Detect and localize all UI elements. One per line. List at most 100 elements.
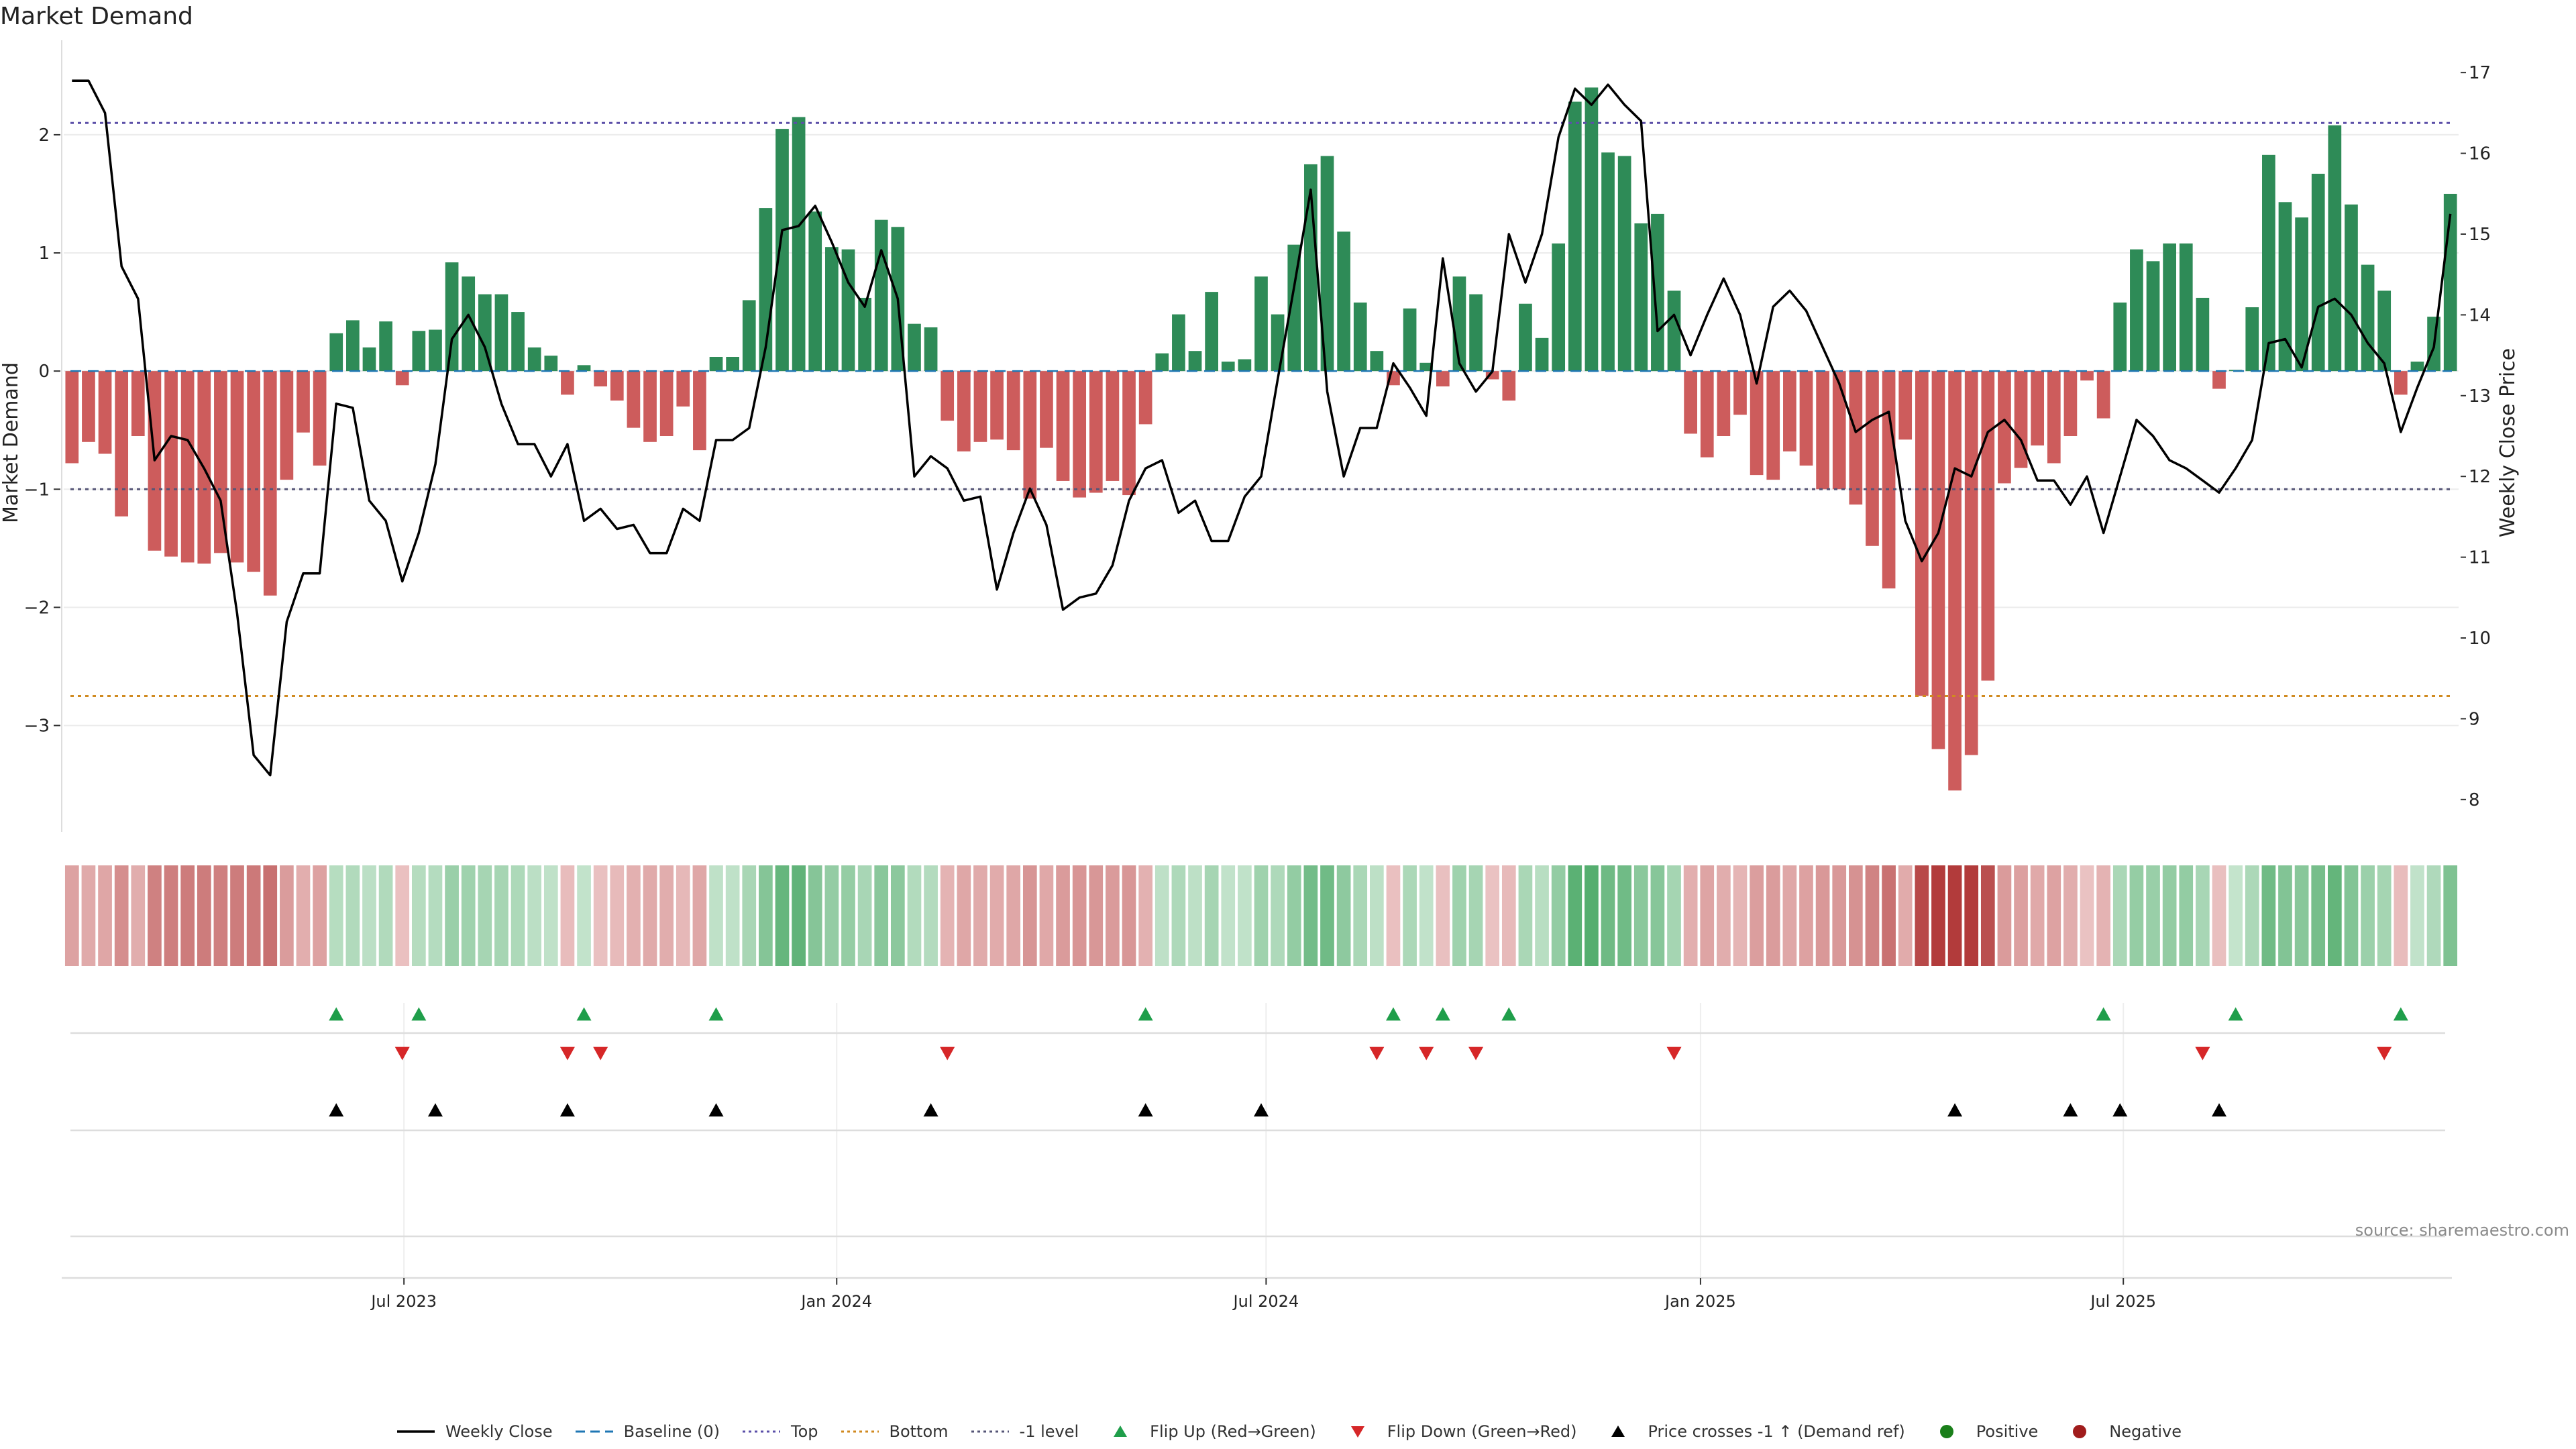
demand-bar <box>957 371 971 451</box>
demand-bar <box>478 294 492 372</box>
price-cross-marker <box>1138 1103 1153 1117</box>
triangle-down-icon <box>1350 1426 1364 1438</box>
demand-bar <box>1700 371 1714 458</box>
demand-bar <box>2311 174 2325 372</box>
demand-bar <box>395 371 409 386</box>
heat-cell <box>395 865 410 966</box>
y2-tick-label: 16 <box>2469 144 2491 164</box>
demand-bar <box>2113 302 2127 372</box>
flip-down-marker <box>2195 1046 2210 1061</box>
demand-bar <box>1238 359 1252 372</box>
y-tick-label: 2 <box>38 125 50 146</box>
demand-bar <box>2212 371 2226 389</box>
y2-tick-label: 17 <box>2469 63 2491 83</box>
heat-cell <box>1568 865 1582 966</box>
demand-bar <box>693 371 706 451</box>
demand-bar <box>1172 314 1185 372</box>
flip-up-marker <box>1385 1007 1401 1021</box>
demand-bar <box>1073 371 1087 498</box>
heat-cell <box>98 865 112 966</box>
heat-cell <box>131 865 146 966</box>
demand-bar <box>1651 213 1664 372</box>
heat-cell <box>1039 865 1054 966</box>
demand-bar <box>1998 371 2011 484</box>
heat-cell <box>1815 865 1830 966</box>
demand-bar <box>1122 371 1136 496</box>
heat-cell <box>1997 865 2012 966</box>
price-cross-marker <box>1947 1103 1963 1117</box>
demand-bar <box>659 371 674 436</box>
heat-cell <box>1089 865 1104 966</box>
demand-bar <box>2047 371 2061 464</box>
flip-up-marker <box>708 1007 724 1021</box>
demand-bar <box>2196 297 2210 372</box>
heat-cell <box>2146 865 2160 966</box>
y-tick-label: −2 <box>24 598 50 618</box>
demand-bar <box>527 347 541 372</box>
heat-cell <box>973 865 987 966</box>
demand-bar <box>180 371 195 563</box>
demand-bar <box>1502 371 1516 401</box>
demand-bar <box>775 129 789 372</box>
demand-bar <box>98 371 112 454</box>
heat-cell <box>659 865 674 966</box>
heat-cell <box>246 865 261 966</box>
heat-cell <box>2294 865 2309 966</box>
demand-bar <box>858 297 871 372</box>
demand-bar <box>1799 371 1813 466</box>
heat-cell <box>1254 865 1269 966</box>
demand-bar <box>1469 294 1483 372</box>
demand-bar <box>346 320 360 372</box>
heat-cell <box>461 865 476 966</box>
heat-cell <box>2278 865 2292 966</box>
demand-bar <box>1006 371 1020 451</box>
demand-bar <box>82 371 95 442</box>
heat-cell <box>891 865 905 966</box>
heat-cell <box>1882 865 1896 966</box>
demand-bar <box>544 356 558 372</box>
demand-bar <box>2410 362 2424 372</box>
heat-cell <box>263 865 278 966</box>
heat-cell <box>1436 865 1450 966</box>
demand-bar <box>1783 371 1796 451</box>
heat-cell <box>1501 865 1516 966</box>
heat-cell <box>296 865 311 966</box>
heat-cell <box>1106 865 1120 966</box>
demand-bar <box>1915 371 1929 696</box>
demand-bar <box>2361 264 2375 372</box>
flip-up-marker <box>411 1007 427 1021</box>
demand-bar <box>263 371 277 596</box>
demand-bar <box>164 371 178 557</box>
demand-bar <box>115 371 129 517</box>
y2-tick-label: 14 <box>2469 305 2491 325</box>
legend-swatch <box>396 1430 435 1433</box>
heat-cell <box>1485 865 1500 966</box>
demand-bar <box>1832 371 1846 490</box>
heat-cell <box>1551 865 1566 966</box>
signal-markers <box>62 1007 2452 1279</box>
price-cross-marker <box>2212 1103 2226 1117</box>
demand-bar <box>874 219 888 372</box>
heat-cell <box>1303 865 1318 966</box>
heat-cell <box>1138 865 1152 966</box>
heat-cell <box>362 865 376 966</box>
legend-label: Negative <box>2109 1422 2182 1441</box>
legend-item: Negative <box>2058 1422 2182 1441</box>
demand-bar <box>2080 371 2094 381</box>
heat-cell <box>2080 865 2094 966</box>
heat-cell <box>593 865 608 966</box>
demand-bar <box>643 371 657 442</box>
heat-cell <box>1204 865 1219 966</box>
demand-bar <box>1519 303 1532 372</box>
legend-item: Positive <box>1925 1422 2038 1441</box>
demand-bar <box>1585 87 1599 372</box>
x-tick-label: Jul 2024 <box>1232 1292 1299 1311</box>
demand-bar <box>561 371 574 395</box>
heat-cell <box>1964 865 1979 966</box>
flip-down-marker <box>559 1046 575 1061</box>
heat-cell <box>1832 865 1847 966</box>
demand-bar <box>1106 371 1120 481</box>
legend-item: Flip Down (Green→Red) <box>1336 1422 1576 1441</box>
